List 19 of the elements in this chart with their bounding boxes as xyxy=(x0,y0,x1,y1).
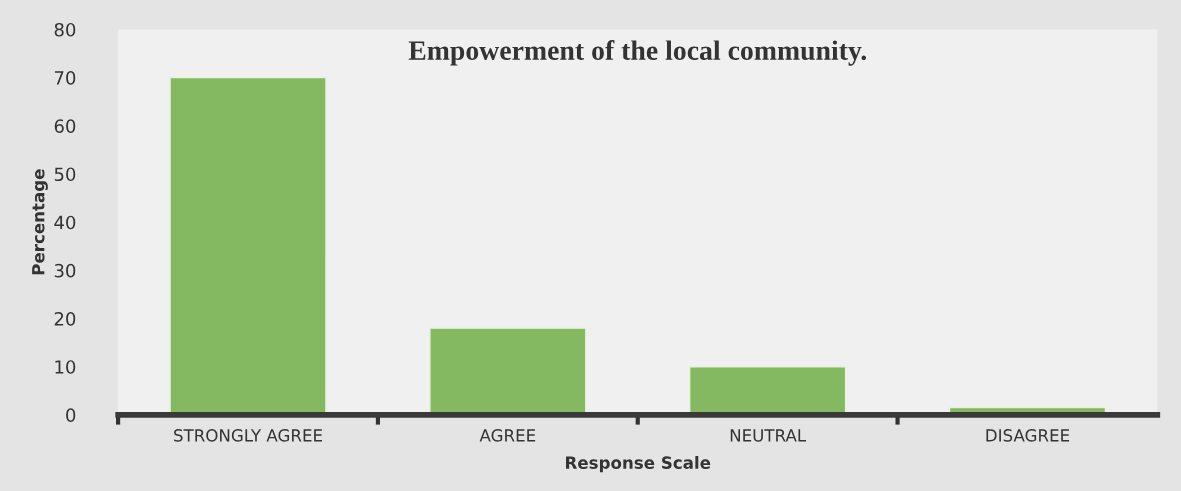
x-tick-label: DISAGREE xyxy=(986,429,1070,442)
bar xyxy=(169,76,327,415)
x-tick-label: NEUTRAL xyxy=(730,429,807,442)
y-tick-label: 20 xyxy=(54,312,76,326)
x-axis-title: Response Scale xyxy=(566,456,711,473)
y-tick-label: 40 xyxy=(54,215,76,230)
bar xyxy=(429,327,587,415)
y-tick-label: 0 xyxy=(66,408,76,423)
y-tick-label: 80 xyxy=(54,22,76,37)
y-tick-label: 10 xyxy=(55,360,76,374)
y-tick-label: 50 xyxy=(54,167,76,182)
chart-title: Empowerment of the local community. xyxy=(408,40,867,66)
y-tick-label: 60 xyxy=(54,119,76,133)
bar xyxy=(689,366,847,415)
y-tick-label: 70 xyxy=(54,71,76,85)
x-tick-label: STRONGLY AGREE xyxy=(174,429,322,442)
y-tick-label: 30 xyxy=(54,263,76,278)
x-tick-label: AGREE xyxy=(479,429,536,442)
y-axis-title: Percentage xyxy=(32,169,48,275)
